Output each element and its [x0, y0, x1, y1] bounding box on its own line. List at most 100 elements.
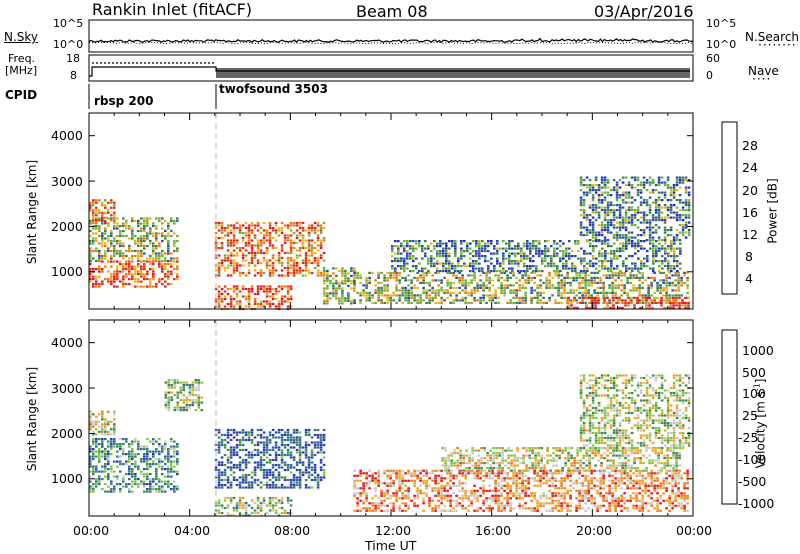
echo-cell [164, 275, 167, 278]
echo-cell [265, 231, 269, 235]
echo-cell [217, 501, 221, 505]
echo-cell [316, 476, 320, 479]
echo-cell [229, 229, 233, 232]
echo-cell [600, 186, 604, 189]
echo-cell [134, 242, 137, 245]
echo-cell [322, 251, 326, 255]
echo-cell [164, 458, 167, 461]
echo-cell [654, 301, 657, 304]
cpid-panel [88, 84, 217, 109]
echo-cell [686, 291, 689, 294]
echo-cell [529, 245, 532, 248]
echo-cell [523, 265, 526, 268]
echo-cell [664, 252, 667, 255]
echo-cell [487, 267, 490, 270]
echo-cell [143, 485, 146, 488]
echo-cell [101, 455, 104, 458]
echo-cell [672, 196, 676, 199]
echo-cell [310, 249, 314, 252]
echo-cell [618, 221, 622, 224]
echo-cell [322, 266, 326, 270]
echo-cell [610, 245, 613, 248]
echo-cell [220, 287, 224, 291]
echo-cell [155, 227, 158, 230]
echo-cell [289, 511, 293, 515]
echo-cell [434, 482, 437, 485]
echo-cell [259, 302, 263, 306]
echo-cell [400, 260, 403, 263]
echo-cell [625, 267, 628, 270]
echo-cell [630, 231, 634, 234]
echo-cell [113, 430, 116, 433]
echo-cell [295, 431, 299, 434]
echo-cell [92, 221, 95, 224]
echo-cell [217, 274, 221, 277]
echo-cell [101, 244, 104, 248]
echo-cell [98, 470, 101, 473]
echo-cell [280, 436, 284, 439]
echo-cell [155, 239, 158, 243]
echo-cell [440, 487, 443, 490]
echo-cell [283, 478, 287, 482]
echo-cell [605, 274, 608, 277]
echo-cell [672, 189, 676, 192]
echo-cell [518, 296, 521, 299]
echo-cell [295, 468, 299, 472]
echo-cell [274, 501, 278, 505]
echo-cell [463, 250, 466, 253]
echo-cell [280, 256, 284, 260]
echo-cell [603, 239, 607, 242]
echo-cell [247, 473, 251, 477]
echo-cell [553, 270, 556, 273]
echo-cell [651, 181, 655, 184]
echo-cell [176, 278, 179, 281]
echo-cell [295, 234, 299, 237]
echo-cell [589, 265, 592, 268]
echo-cell [110, 468, 113, 471]
echo-cell [374, 487, 377, 490]
echo-cell [244, 234, 248, 237]
echo-cell [457, 265, 460, 268]
echo-cell [541, 250, 544, 253]
echo-cell [307, 254, 311, 257]
echo-cell [434, 489, 437, 492]
echo-cell [310, 251, 314, 255]
echo-cell [356, 504, 359, 507]
echo-cell [684, 189, 688, 192]
echo-cell [253, 471, 257, 474]
echo-cell [158, 280, 161, 283]
echo-cell [353, 301, 356, 304]
echo-cell [167, 263, 170, 266]
echo-cell [681, 181, 685, 184]
echo-cell [440, 497, 443, 500]
echo-cell [421, 250, 424, 253]
echo-cell [110, 470, 113, 473]
echo-cell [608, 274, 611, 277]
echo-cell [359, 474, 362, 477]
echo-cell [310, 453, 314, 457]
echo-cell [597, 214, 601, 217]
echo-cell [232, 466, 236, 469]
echo-cell [283, 509, 287, 512]
echo-cell [244, 249, 248, 252]
echo-cell [496, 260, 499, 263]
echo-cell [554, 271, 557, 274]
echo-cell [615, 226, 619, 229]
echo-cell [131, 475, 134, 478]
echo-cell [545, 279, 548, 282]
echo-cell [152, 488, 155, 491]
echo-cell [466, 245, 469, 248]
echo-cell [620, 294, 623, 297]
echo-cell [514, 255, 517, 258]
echo-cell [137, 448, 140, 451]
echo-cell [259, 458, 263, 462]
echo-cell [443, 276, 446, 279]
echo-cell [610, 257, 613, 260]
echo-cell [606, 306, 609, 309]
echo-cell [619, 242, 622, 245]
echo-cell [176, 234, 179, 238]
echo-cell [636, 296, 639, 299]
echo-cell [668, 296, 671, 299]
echo-cell [395, 301, 398, 304]
echo-cell [554, 299, 557, 302]
